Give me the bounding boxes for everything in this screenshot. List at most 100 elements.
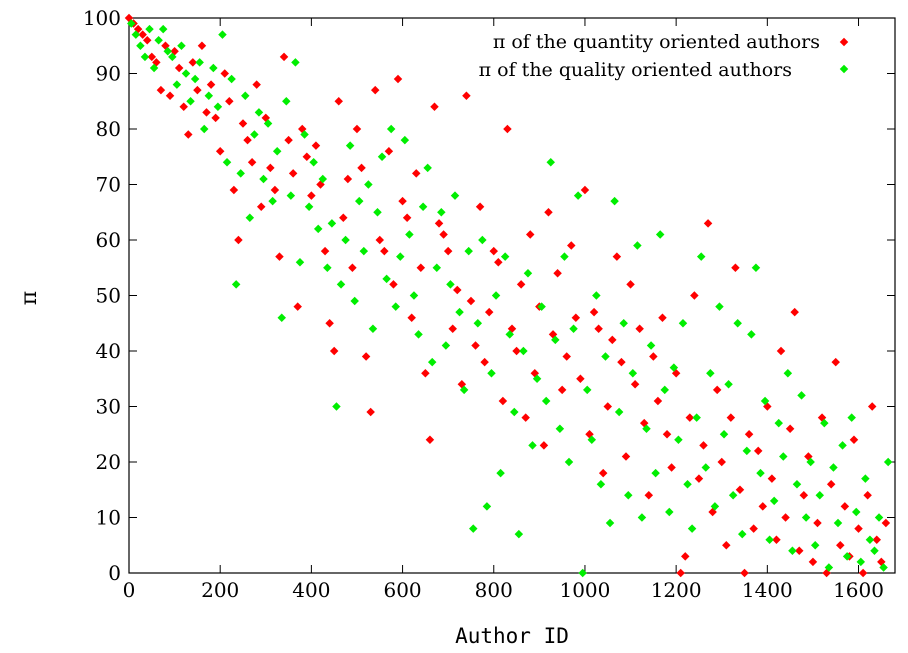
point-quantity-57 xyxy=(384,146,394,156)
point-quality-84 xyxy=(510,407,519,417)
point-quality-34 xyxy=(282,97,291,106)
point-quantity-98 xyxy=(571,313,581,322)
point-quality-68 xyxy=(437,208,446,217)
point-quantity-5 xyxy=(147,52,157,62)
point-quality-142 xyxy=(774,418,783,428)
point-quantity-54 xyxy=(370,85,380,95)
point-quantity-150 xyxy=(808,557,818,567)
legend-marker-quantity xyxy=(839,37,849,47)
point-quantity-155 xyxy=(831,357,840,367)
point-quality-109 xyxy=(624,491,633,500)
point-quality-125 xyxy=(696,252,706,261)
point-quality-26 xyxy=(245,213,255,223)
point-quantity-148 xyxy=(799,491,809,500)
point-quantity-125 xyxy=(694,474,704,483)
point-quality-53 xyxy=(368,324,378,334)
point-quality-2 xyxy=(136,41,145,50)
point-quality-120 xyxy=(674,435,683,445)
point-quantity-12 xyxy=(179,102,188,112)
point-quality-165 xyxy=(879,563,888,572)
point-quality-127 xyxy=(706,368,715,378)
point-quantity-151 xyxy=(813,518,822,528)
point-quantity-76 xyxy=(471,341,480,350)
point-quantity-21 xyxy=(220,69,229,78)
point-quality-33 xyxy=(277,313,286,322)
point-quantity-130 xyxy=(717,457,726,467)
point-quantity-59 xyxy=(393,74,403,84)
point-quantity-79 xyxy=(484,307,494,317)
point-quantity-102 xyxy=(589,307,599,317)
point-quantity-122 xyxy=(681,552,690,561)
point-quantity-166 xyxy=(881,518,891,528)
point-quantity-32 xyxy=(270,185,280,195)
axis-ticks xyxy=(128,17,895,574)
y-tick-label-20: 20 xyxy=(96,450,121,474)
point-quantity-135 xyxy=(740,568,749,578)
point-quality-116 xyxy=(655,230,665,239)
point-quality-134 xyxy=(738,529,747,539)
point-quality-30 xyxy=(263,119,273,128)
point-quality-37 xyxy=(295,257,305,267)
point-quantity-64 xyxy=(416,263,426,272)
x-tick-label-400: 400 xyxy=(292,578,330,602)
point-quality-18 xyxy=(209,63,218,73)
point-quality-86 xyxy=(519,346,528,356)
point-quantity-40 xyxy=(307,191,316,200)
point-quantity-157 xyxy=(840,502,850,511)
point-quantity-51 xyxy=(357,163,366,173)
point-quantity-99 xyxy=(576,374,585,383)
point-quantity-56 xyxy=(380,246,389,256)
point-quality-154 xyxy=(829,463,838,472)
point-quality-76 xyxy=(473,319,483,328)
point-quality-107 xyxy=(614,407,624,417)
point-quality-79 xyxy=(487,368,496,378)
point-quality-51 xyxy=(359,246,369,256)
point-quality-56 xyxy=(382,274,391,284)
point-quantity-121 xyxy=(676,568,685,578)
point-quantity-49 xyxy=(348,263,357,272)
point-quantity-63 xyxy=(412,169,421,178)
point-quality-155 xyxy=(833,518,843,528)
point-quantity-115 xyxy=(649,352,658,361)
point-quantity-13 xyxy=(184,130,193,139)
point-quality-69 xyxy=(441,341,451,350)
point-quantity-33 xyxy=(275,252,284,261)
x-tick-label-0: 0 xyxy=(123,578,136,602)
point-quality-132 xyxy=(728,491,738,500)
y-tick-label-50: 50 xyxy=(96,284,121,308)
point-quality-4 xyxy=(145,24,154,34)
point-quality-157 xyxy=(842,552,852,561)
legend-label-quality: π of the quality oriented authors xyxy=(479,59,792,81)
point-quantity-48 xyxy=(343,174,353,184)
point-quality-133 xyxy=(733,319,742,328)
point-quantity-85 xyxy=(512,346,521,356)
point-quantity-29 xyxy=(256,202,266,211)
point-quantity-26 xyxy=(243,135,252,145)
point-quantity-62 xyxy=(407,313,416,322)
point-quality-160 xyxy=(856,557,866,567)
point-quantity-127 xyxy=(703,219,713,228)
point-quality-66 xyxy=(427,357,437,367)
point-quality-136 xyxy=(747,330,756,339)
point-quality-163 xyxy=(870,546,879,556)
point-quality-36 xyxy=(291,58,300,67)
y-axis-title: π xyxy=(17,291,42,305)
point-quality-150 xyxy=(810,541,820,550)
point-quality-67 xyxy=(432,263,442,272)
point-quality-166 xyxy=(883,457,893,467)
point-quantity-60 xyxy=(398,196,407,206)
y-tick-label-30: 30 xyxy=(96,395,121,419)
point-quality-46 xyxy=(336,280,346,289)
point-quality-117 xyxy=(660,385,669,395)
point-quantity-92 xyxy=(544,208,553,217)
point-quality-96 xyxy=(564,457,574,467)
point-quality-80 xyxy=(491,291,501,300)
point-quality-156 xyxy=(838,441,847,450)
point-quality-122 xyxy=(683,479,692,489)
point-quantity-132 xyxy=(726,413,736,422)
point-quantity-78 xyxy=(480,357,489,367)
point-quantity-55 xyxy=(375,235,385,245)
point-quality-15 xyxy=(195,58,204,67)
point-quality-32 xyxy=(272,146,282,156)
point-quality-103 xyxy=(596,479,606,489)
